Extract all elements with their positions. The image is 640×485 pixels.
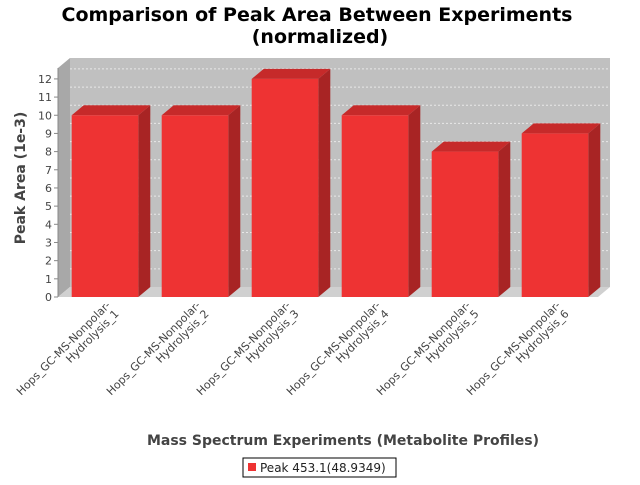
bar xyxy=(71,105,151,297)
y-tick-label: 8 xyxy=(45,146,52,159)
grid-lines xyxy=(70,68,610,270)
x-tick-label-line: Hops_GC-MS-Nonpolar- xyxy=(374,299,473,398)
bar xyxy=(341,105,421,297)
y-axis-label: Peak Area (1e-3) xyxy=(13,112,29,245)
y-tick-label: 4 xyxy=(45,218,52,231)
y-tick-label: 11 xyxy=(38,91,52,104)
x-tick-label-line: Hops_GC-MS-Nonpolar- xyxy=(104,299,203,398)
bars xyxy=(71,68,601,298)
x-axis: Hops_GC-MS-Nonpolar-Hydrolysis_1Hops_GC-… xyxy=(14,299,572,407)
bar-side xyxy=(588,123,601,297)
bar-top xyxy=(251,68,331,79)
y-tick-label: 0 xyxy=(45,291,52,304)
bar-front xyxy=(71,115,139,297)
x-tick-label-line: Hops_GC-MS-Nonpolar- xyxy=(284,299,383,398)
bar-front xyxy=(521,133,589,297)
bar-front xyxy=(161,115,229,297)
bar-side xyxy=(318,68,331,298)
y-tick-label: 5 xyxy=(45,200,52,213)
bar-top xyxy=(521,123,601,134)
legend-label: Peak 453.1(48.9349) xyxy=(260,461,386,475)
bar-front xyxy=(341,115,409,297)
bar xyxy=(251,68,331,298)
back-wall xyxy=(70,58,610,287)
chart-title-line1: Comparison of Peak Area Between Experime… xyxy=(62,4,573,26)
bar xyxy=(521,123,601,297)
bar-front xyxy=(251,78,319,298)
legend-box xyxy=(242,457,397,478)
y-tick-label: 6 xyxy=(45,182,52,195)
bar-top xyxy=(71,105,151,116)
bar xyxy=(161,105,241,297)
chart-title-line2: (normalized) xyxy=(252,26,389,48)
legend: Peak 453.1(48.9349) xyxy=(242,457,397,478)
x-tick-label-line: Hops_GC-MS-Nonpolar- xyxy=(194,299,293,398)
bar-side xyxy=(498,141,511,297)
y-tick-label: 10 xyxy=(38,109,52,122)
x-axis-label: Mass Spectrum Experiments (Metabolite Pr… xyxy=(147,433,539,449)
bar-side xyxy=(228,105,241,297)
x-tick-label-line: Hops_GC-MS-Nonpolar- xyxy=(14,299,113,398)
bar-top xyxy=(341,105,421,116)
y-tick-label: 1 xyxy=(45,273,52,286)
y-tick-label: 2 xyxy=(45,255,52,268)
bar-side xyxy=(138,105,151,297)
bar-top xyxy=(431,141,511,152)
bar-side xyxy=(408,105,421,297)
x-tick-label-line: Hops_GC-MS-Nonpolar- xyxy=(464,299,563,398)
y-tick-label: 3 xyxy=(45,236,52,249)
y-tick-label: 12 xyxy=(38,73,52,86)
y-tick-label: 7 xyxy=(45,164,52,177)
x-tick-label: Hops_GC-MS-Nonpolar-Hydrolysis_6 xyxy=(464,299,572,407)
bar-top xyxy=(161,105,241,116)
bar-front xyxy=(431,151,499,297)
legend-swatch xyxy=(248,463,256,471)
plot-area xyxy=(58,58,610,297)
y-tick-label: 9 xyxy=(45,127,52,140)
side-wall xyxy=(58,58,70,297)
bar xyxy=(431,141,511,297)
